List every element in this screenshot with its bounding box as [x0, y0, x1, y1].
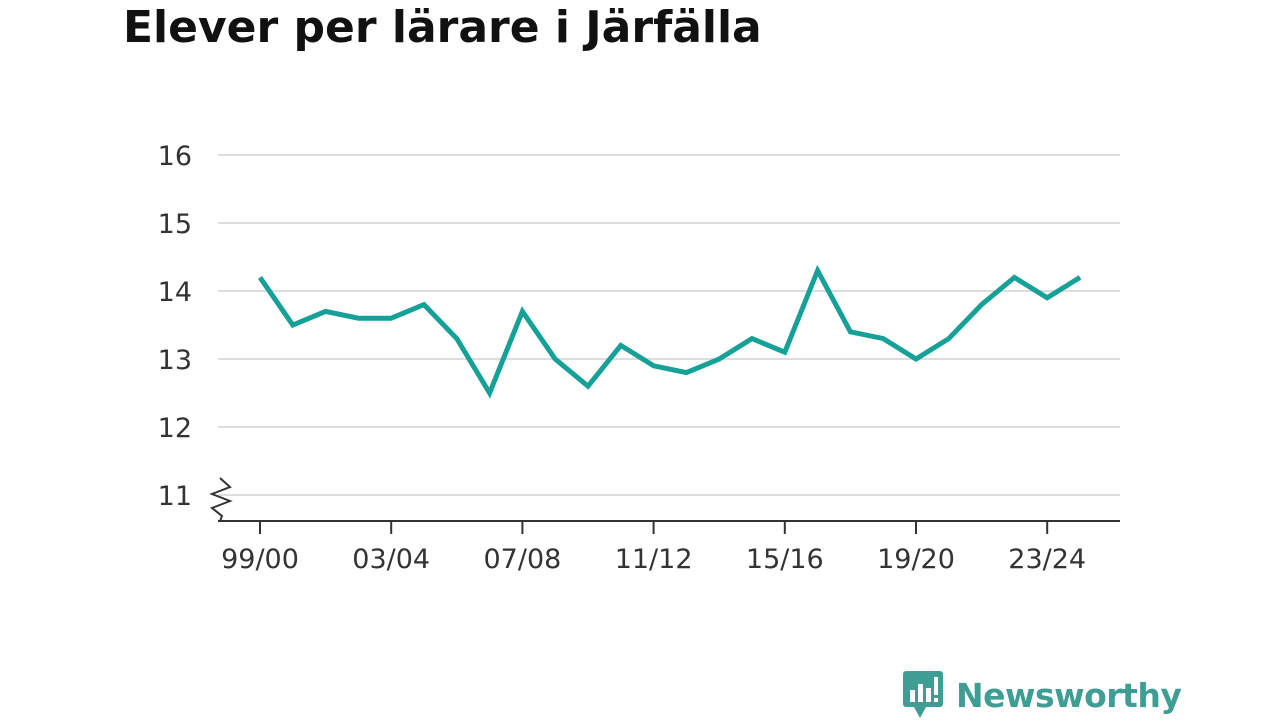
data-point	[553, 357, 558, 362]
chart-title: Elever per lärare i Järfälla	[123, 2, 762, 53]
data-point	[323, 309, 328, 314]
y-tick-label: 16	[158, 141, 192, 172]
data-point	[618, 343, 623, 348]
data-point	[848, 329, 853, 334]
newsworthy-logo-icon	[903, 671, 943, 718]
axis-break-icon	[209, 477, 233, 522]
x-tick-label: 19/20	[877, 544, 955, 575]
x-tick-label: 23/24	[1008, 544, 1086, 575]
y-axis-ticks: 11 12 13 14 15 16	[158, 141, 233, 522]
data-point	[487, 391, 492, 396]
y-tick-label: 11	[158, 481, 192, 512]
x-axis: 99/00 03/04 07/08 11/12 15/16 19/20 23/24	[218, 520, 1120, 575]
data-point	[389, 316, 394, 321]
data-point	[979, 302, 984, 307]
y-tick-label: 15	[158, 209, 192, 240]
data-point	[815, 268, 820, 273]
series-line	[257, 264, 1082, 399]
y-tick-label: 14	[158, 277, 192, 308]
y-tick-label: 13	[158, 345, 192, 376]
data-point	[520, 309, 525, 314]
data-point	[782, 350, 787, 355]
data-point	[750, 336, 755, 341]
data-point	[1045, 295, 1050, 300]
data-point	[1012, 275, 1017, 280]
x-tick-label: 07/08	[483, 544, 561, 575]
x-tick-label: 03/04	[352, 544, 430, 575]
brand-name: Newsworthy	[956, 675, 1182, 715]
data-point	[946, 336, 951, 341]
brand-logo: Newsworthy	[902, 670, 1182, 720]
data-point	[454, 336, 459, 341]
x-tick-label: 99/00	[221, 544, 299, 575]
data-point	[684, 370, 689, 375]
data-point	[717, 357, 722, 362]
data-point	[1078, 275, 1083, 280]
data-point	[586, 384, 591, 389]
x-tick-label: 11/12	[615, 544, 693, 575]
x-tick-label: 15/16	[746, 544, 824, 575]
y-tick-label: 12	[158, 413, 192, 444]
data-point	[881, 336, 886, 341]
series-layer	[257, 264, 1083, 399]
data-point	[356, 316, 361, 321]
data-point	[258, 275, 263, 280]
data-point	[651, 363, 656, 368]
data-point	[290, 323, 295, 328]
gridlines	[218, 154, 1120, 496]
data-point	[914, 357, 919, 362]
line-chart: 11 12 13 14 15 16 99/00 03/04 07/08 11/12 15/16 19…	[158, 141, 1120, 575]
data-point	[422, 302, 427, 307]
